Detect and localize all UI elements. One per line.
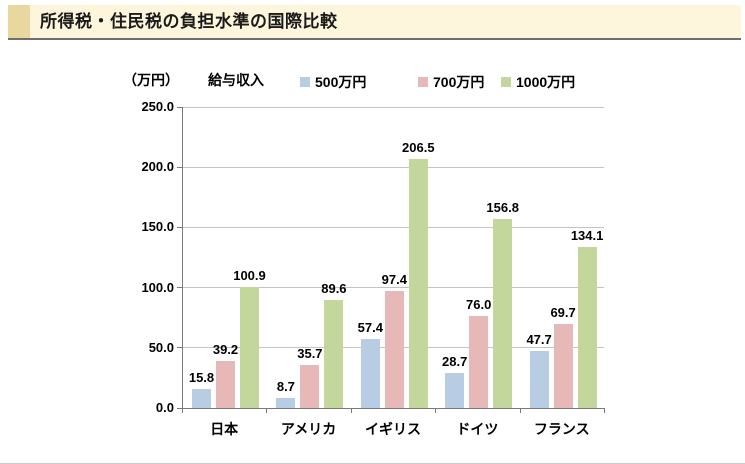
bar: [445, 373, 465, 408]
x-tick: [182, 409, 183, 413]
gridline: [182, 106, 604, 108]
bar: [529, 350, 549, 408]
bar-value-label: 89.6: [321, 281, 347, 297]
bar-value-label: 134.1: [570, 227, 604, 243]
category-label: ドイツ: [456, 421, 499, 437]
x-tick: [350, 409, 352, 413]
y-axis-line: [182, 107, 183, 408]
y-axis-unit-label: （万円）: [123, 72, 179, 88]
y-tick: [177, 166, 182, 168]
title-bar: 所得税・住民税の負担水準の国際比較: [8, 5, 741, 38]
x-tick: [435, 409, 437, 413]
bar-value-label: 57.4: [357, 319, 383, 335]
x-tick: [519, 409, 521, 413]
bar: [577, 246, 597, 408]
legend-label-700: 700万円: [433, 74, 485, 90]
title-accent-block: [8, 5, 30, 38]
bar-value-label: 97.4: [381, 271, 407, 287]
bar: [216, 360, 235, 408]
gridline: [182, 226, 604, 228]
y-tick-label: 0.0: [155, 400, 174, 415]
bar-value-label: 28.7: [442, 354, 468, 370]
bar: [384, 290, 404, 408]
y-tick-label: 150.0: [141, 219, 174, 235]
y-tick-label: 250.0: [141, 99, 174, 114]
title-underline: [8, 38, 741, 40]
bar: [553, 324, 573, 408]
y-tick-label: 200.0: [141, 159, 174, 175]
bar-value-label: 35.7: [297, 346, 323, 362]
x-tick: [604, 409, 605, 413]
bar-value-label: 69.7: [550, 305, 576, 321]
legend-item-700: 700万円: [418, 72, 484, 92]
bar: [408, 159, 428, 408]
legend-title: 給与収入: [208, 72, 264, 88]
bar: [300, 365, 320, 408]
legend-label-1000: 1000万円: [516, 74, 576, 90]
y-tick: [177, 287, 182, 289]
bar: [240, 286, 259, 408]
bar: [324, 300, 344, 408]
gridline: [182, 166, 604, 168]
x-axis-line: [182, 408, 605, 409]
legend-swatch-700-icon: [418, 77, 428, 87]
x-tick: [266, 409, 268, 413]
bar: [192, 388, 211, 408]
legend-swatch-500-icon: [300, 77, 310, 87]
y-tick-label: 50.0: [148, 339, 174, 355]
bar-value-label: 100.9: [233, 267, 266, 283]
bar-value-label: 39.2: [212, 341, 239, 357]
y-tick: [177, 226, 182, 228]
legend-swatch-1000-icon: [501, 77, 511, 87]
category-label: 日本: [210, 421, 239, 437]
bar: [276, 397, 296, 408]
legend-item-500: 500万円: [300, 72, 366, 92]
gridline: [182, 287, 604, 289]
legend-label-500: 500万円: [315, 74, 367, 90]
y-tick-label: 100.0: [141, 279, 174, 295]
bar-value-label: 76.0: [466, 297, 492, 313]
category-label: イギリス: [364, 421, 421, 437]
bar-value-label: 15.8: [188, 369, 215, 385]
y-tick: [177, 347, 182, 349]
bar-value-label: 156.8: [486, 200, 519, 216]
category-label: アメリカ: [280, 421, 337, 437]
bar: [493, 219, 513, 408]
bar: [360, 338, 380, 408]
y-tick: [177, 106, 182, 108]
bar-value-label: 206.5: [402, 140, 435, 156]
category-label: フランス: [533, 421, 590, 437]
bar: [469, 316, 489, 408]
bar-value-label: 47.7: [526, 331, 552, 347]
page-title: 所得税・住民税の負担水準の国際比較: [40, 12, 338, 31]
legend-item-1000: 1000万円: [501, 72, 575, 92]
bar-value-label: 8.7: [276, 378, 295, 394]
y-tick: [177, 407, 182, 409]
